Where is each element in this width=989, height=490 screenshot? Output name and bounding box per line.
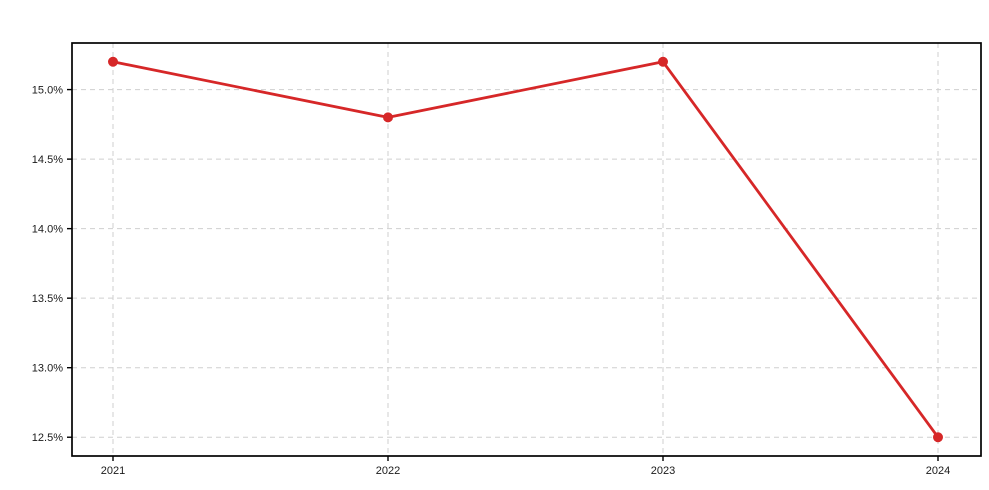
y-tick-label: 12.5% — [32, 432, 63, 444]
y-tick-label: 14.5% — [32, 154, 63, 166]
data-point-marker — [108, 56, 118, 67]
plot-border — [71, 42, 982, 457]
data-point-marker — [383, 112, 393, 123]
y-tick-label: 13.5% — [32, 293, 63, 305]
x-tick-label: 2023 — [651, 465, 675, 477]
x-tick-label: 2024 — [926, 465, 950, 477]
x-tick-label: 2021 — [101, 465, 125, 477]
x-tick-label: 2022 — [376, 465, 400, 477]
y-tick-label: 14.0% — [32, 224, 63, 236]
trend-line — [111, 60, 940, 439]
data-point-marker — [933, 432, 943, 443]
y-tick-label: 15.0% — [32, 85, 63, 97]
y-tick-label: 13.0% — [32, 363, 63, 375]
data-point-marker — [658, 56, 668, 67]
